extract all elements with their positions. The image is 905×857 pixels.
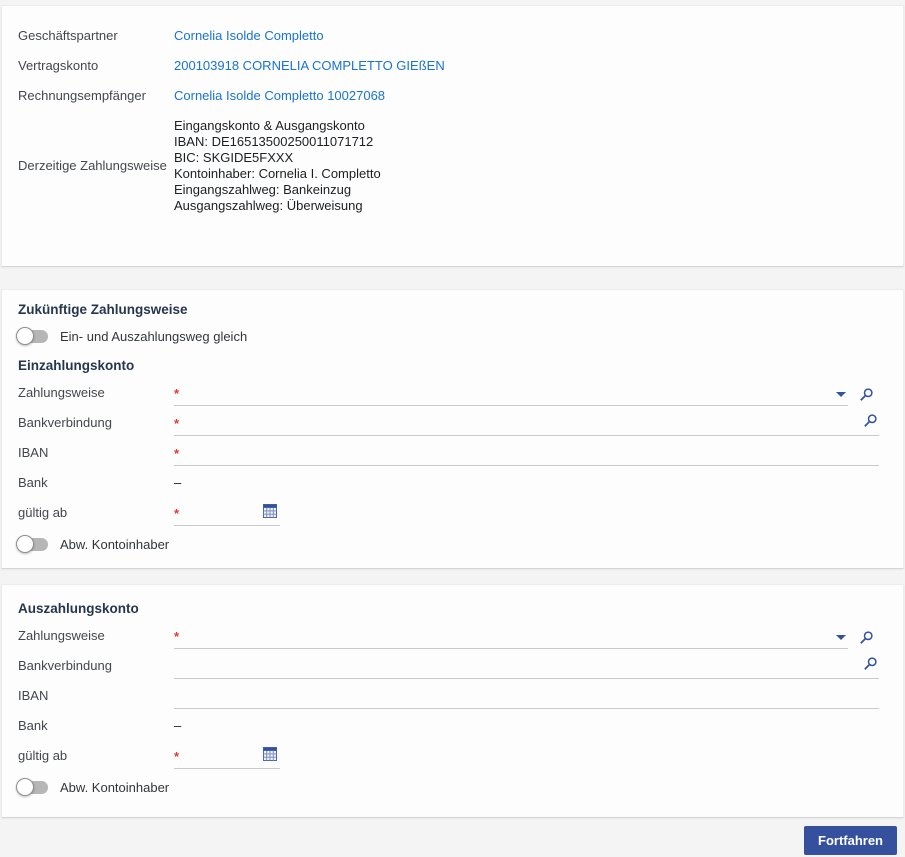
- deposit-iban-input[interactable]: *: [174, 442, 879, 466]
- toggle-knob: [16, 534, 34, 553]
- same-way-toggle-label: Ein- und Auszahlungsweg gleich: [60, 328, 248, 344]
- same-way-toggle-switch[interactable]: [16, 326, 48, 345]
- payout-bankverbindung-input[interactable]: [174, 655, 879, 679]
- required-indicator: *: [174, 749, 180, 764]
- deposit-gueltig-ab-datepicker[interactable]: *: [174, 502, 280, 526]
- bank-label: Bank: [18, 718, 48, 733]
- gueltig-ab-label: gültig ab: [18, 748, 68, 763]
- deposit-account-title: Einzahlungskonto: [18, 358, 135, 373]
- calendar-icon[interactable]: [263, 503, 277, 521]
- rechnungsempfaenger-label: Rechnungsempfänger: [18, 88, 146, 103]
- deposit-owner-toggle-label: Abw. Kontoinhaber: [60, 536, 170, 552]
- bank-value: –: [174, 718, 182, 733]
- search-icon[interactable]: [859, 387, 874, 402]
- geschaeftspartner-label: Geschäftspartner: [18, 28, 118, 43]
- payout-gueltig-ab-datepicker[interactable]: *: [174, 745, 280, 769]
- payout-account-card: Auszahlungskonto Zahlungsweise * Bankver…: [1, 584, 904, 818]
- vertragskonto-label: Vertragskonto: [18, 58, 99, 73]
- payout-owner-toggle-row: Abw. Kontoinhaber: [16, 777, 879, 797]
- deposit-bankverbindung-row: Bankverbindung *: [18, 406, 879, 436]
- payout-account-title: Auszahlungskonto: [18, 601, 139, 616]
- derzeitige-zahlungsweise-label: Derzeitige Zahlungsweise: [18, 158, 167, 173]
- detail-line-kontoinhaber: Kontoinhaber: Cornelia I. Completto: [174, 166, 381, 181]
- summary-card: Geschäftspartner Cornelia Isolde Complet…: [1, 5, 904, 267]
- required-indicator: *: [174, 506, 180, 521]
- payout-zahlungsweise-row: Zahlungsweise *: [18, 619, 879, 649]
- bankverbindung-label: Bankverbindung: [18, 658, 112, 673]
- derzeitige-zahlungsweise-details: Eingangskonto & Ausgangskonto IBAN: DE16…: [174, 118, 381, 214]
- search-icon[interactable]: [859, 630, 874, 645]
- detail-line-bic: BIC: SKGIDE5FXXX: [174, 150, 294, 165]
- iban-label: IBAN: [18, 445, 49, 460]
- deposit-bank-row: Bank –: [18, 466, 879, 496]
- calendar-icon[interactable]: [263, 746, 277, 764]
- gueltig-ab-label: gültig ab: [18, 505, 68, 520]
- deposit-owner-toggle-switch[interactable]: [16, 534, 48, 553]
- deposit-zahlungsweise-row: Zahlungsweise *: [18, 376, 879, 406]
- iban-label: IBAN: [18, 688, 49, 703]
- payout-bankverbindung-row: Bankverbindung: [18, 649, 879, 679]
- bank-value: –: [174, 475, 182, 490]
- zahlungsweise-label: Zahlungsweise: [18, 385, 105, 400]
- same-way-toggle-row: Ein- und Auszahlungsweg gleich: [16, 326, 879, 346]
- bankverbindung-label: Bankverbindung: [18, 415, 112, 430]
- detail-line-ausgangszahlweg: Ausgangszahlweg: Überweisung: [174, 198, 363, 213]
- toggle-knob: [16, 777, 34, 796]
- toggle-knob: [16, 326, 34, 345]
- summary-row-geschaeftspartner: Geschäftspartner Cornelia Isolde Complet…: [18, 28, 879, 44]
- payout-owner-toggle-switch[interactable]: [16, 777, 48, 796]
- rechnungsempfaenger-link[interactable]: Cornelia Isolde Completto 10027068: [174, 88, 386, 103]
- deposit-owner-toggle-row: Abw. Kontoinhaber: [16, 534, 879, 554]
- summary-row-derzeitige-zahlungsweise: Derzeitige Zahlungsweise Eingangskonto &…: [18, 118, 879, 214]
- payout-fields: Zahlungsweise * Bankverbindung: [18, 619, 879, 769]
- payout-bank-row: Bank –: [18, 709, 879, 739]
- fortfahren-button[interactable]: Fortfahren: [804, 826, 897, 855]
- summary-row-rechnungsempfaenger: Rechnungsempfänger Cornelia Isolde Compl…: [18, 88, 879, 104]
- future-payment-title: Zukünftige Zahlungsweise: [18, 302, 188, 317]
- detail-line-iban: IBAN: DE16513500250011071712: [174, 134, 374, 149]
- footer-bar: Fortfahren: [0, 818, 905, 857]
- payout-iban-input[interactable]: [174, 685, 879, 709]
- payout-zahlungsweise-combobox[interactable]: *: [174, 625, 848, 649]
- chevron-down-icon[interactable]: [836, 392, 846, 397]
- required-indicator: *: [174, 416, 180, 431]
- required-indicator: *: [174, 386, 180, 401]
- search-icon[interactable]: [863, 656, 878, 674]
- search-icon[interactable]: [863, 413, 878, 431]
- geschaeftspartner-link[interactable]: Cornelia Isolde Completto: [174, 28, 324, 43]
- vertragskonto-link[interactable]: 200103918 CORNELIA COMPLETTO GIEßEN: [174, 58, 445, 73]
- required-indicator: *: [174, 446, 180, 461]
- detail-line-kontotyp: Eingangskonto & Ausgangskonto: [174, 118, 365, 133]
- deposit-bankverbindung-input[interactable]: *: [174, 412, 879, 436]
- deposit-gueltig-ab-row: gültig ab *: [18, 496, 879, 526]
- detail-line-eingangszahlweg: Eingangszahlweg: Bankeinzug: [174, 182, 352, 197]
- payout-iban-row: IBAN: [18, 679, 879, 709]
- deposit-zahlungsweise-combobox[interactable]: *: [174, 382, 848, 406]
- payout-owner-toggle-label: Abw. Kontoinhaber: [60, 779, 170, 795]
- future-payment-card: Zukünftige Zahlungsweise Ein- und Auszah…: [1, 289, 904, 569]
- payout-gueltig-ab-row: gültig ab *: [18, 739, 879, 769]
- required-indicator: *: [174, 629, 180, 644]
- bank-label: Bank: [18, 475, 48, 490]
- chevron-down-icon[interactable]: [836, 635, 846, 640]
- summary-row-vertragskonto: Vertragskonto 200103918 CORNELIA COMPLET…: [18, 58, 879, 74]
- zahlungsweise-label: Zahlungsweise: [18, 628, 105, 643]
- deposit-fields: Zahlungsweise * Bankverbindung *: [18, 376, 879, 526]
- deposit-iban-row: IBAN *: [18, 436, 879, 466]
